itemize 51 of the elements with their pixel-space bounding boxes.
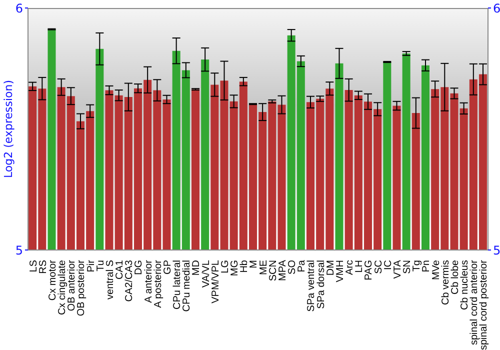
x-tick-label: Tu (95, 260, 106, 272)
x-tick-label: LH (354, 260, 366, 273)
y2-tick-label: 6 (493, 1, 500, 16)
x-tick-label: Cb vermis (440, 260, 452, 306)
x-tick-label: OB posterior (76, 259, 88, 316)
x-tick-label: PAG (364, 260, 375, 280)
x-tick-label: SPa dorsal (316, 260, 327, 309)
x-tick-label: LG (220, 260, 231, 274)
x-tick-label: VMH (334, 260, 346, 282)
x-tick-label: CPu lateral (172, 260, 184, 310)
x-tick-label: SN (402, 260, 414, 274)
x-tick-label: A anterior (143, 259, 154, 303)
x-tick-label: SO (287, 260, 298, 274)
x-tick-label: CPu medial (182, 260, 193, 312)
x-tick-label: LS (28, 260, 40, 272)
x-tick-label: Cx motor (47, 259, 58, 301)
x-tick-label: Pn (421, 260, 432, 272)
x-tick-label: Pir (86, 259, 97, 272)
x-tick-label: spinal cord anterior (469, 259, 480, 346)
x-tick-label: DG (134, 260, 145, 275)
x-tick-label: SPa ventral (306, 260, 318, 312)
x-tick-label: OB anterior (66, 259, 78, 312)
x-tick-label: Cb nucleus (460, 260, 471, 310)
x-tick-label: VPM/VPL (210, 260, 222, 304)
x-tick-label: IC (382, 260, 394, 270)
x-tick-label: RS (38, 260, 49, 274)
x-tick-label: GP (162, 260, 174, 274)
x-tick-label: A posterior (152, 259, 164, 308)
x-tick-label: CA2/CA3 (124, 260, 136, 302)
x-tick-label: SC (373, 260, 384, 274)
x-tick-label: MG (230, 260, 241, 276)
x-tick-label: Cx cingulate (57, 260, 68, 316)
x-tick-label: MD (191, 260, 202, 276)
x-tick-label: CA1 (114, 260, 126, 280)
x-tick-label: Arc (344, 260, 356, 275)
x-tick-label: spinal cord posterior (478, 259, 490, 350)
x-tick-label: ventral S (104, 260, 116, 300)
x-tick-label: VTA (392, 260, 404, 279)
x-tick-label: DM (325, 260, 336, 276)
x-tick-label: Pa (296, 260, 308, 272)
x-tick-label: SCN (268, 260, 279, 282)
x-tick-label: Hb (239, 260, 250, 273)
y2-tick-label: 5 (493, 243, 500, 258)
x-tick-label: VA/VL (200, 260, 212, 288)
x-tick-label: M (248, 260, 260, 268)
x-tick-label: ME (258, 260, 270, 275)
y-axis-title: Log2 (expression) (2, 80, 15, 178)
x-tick-label: MVe (430, 260, 442, 280)
x-tick-label: Tg (412, 260, 423, 272)
x-tick-label: MPA (277, 260, 288, 281)
x-tick-label: Cb lobe (450, 260, 461, 294)
